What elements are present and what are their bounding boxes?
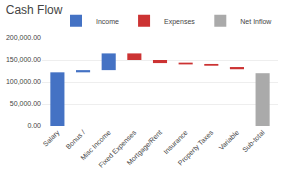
svg-text:100,000.00: 100,000.00 [6,78,41,85]
svg-text:Property Taxes: Property Taxes [177,128,216,167]
svg-text:200,000.00: 200,000.00 [6,34,41,41]
svg-text:Salary: Salary [42,128,62,148]
svg-text:Net Inflow: Net Inflow [240,18,272,25]
svg-text:Insurance: Insurance [162,129,189,156]
svg-text:Variable: Variable [217,129,240,152]
svg-text:Fixed Expenses: Fixed Expenses [97,128,138,169]
svg-text:50,000.00: 50,000.00 [10,100,41,107]
svg-text:Misc Income: Misc Income [79,129,112,162]
svg-text:Expenses: Expenses [164,18,195,26]
svg-text:150,000.00: 150,000.00 [6,56,41,63]
svg-text:Cash Flow: Cash Flow [6,3,63,17]
svg-text:Income: Income [96,18,119,25]
svg-text:0.00: 0.00 [27,122,41,129]
svg-text:Mortgage/Rent: Mortgage/Rent [125,129,163,167]
svg-text:Sub-total: Sub-total [241,128,266,153]
svg-text:Bonus /: Bonus / [64,129,86,151]
